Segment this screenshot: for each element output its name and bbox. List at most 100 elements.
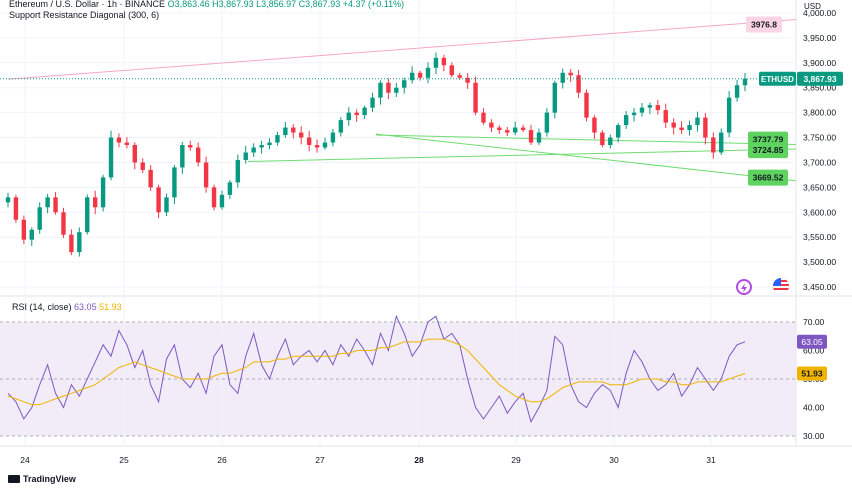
candle-body [647, 105, 653, 108]
lightning-glyph [741, 283, 747, 293]
candle-body [37, 207, 42, 230]
candle-body [726, 97, 732, 133]
candle-body [584, 92, 589, 118]
candle-body [639, 107, 645, 113]
rsi-tick-label: 40.00 [803, 403, 825, 413]
candle-body [576, 75, 581, 93]
price-tick-label: 3,800.00 [803, 108, 836, 118]
rsi-value: 63.05 [74, 302, 97, 312]
candle-body [409, 72, 415, 81]
candle-body [734, 85, 740, 98]
time-tick-label: 29 [511, 455, 521, 465]
candle-body [243, 152, 248, 160]
support-value-label-1: 3724.85 [753, 145, 784, 155]
candle-body [53, 197, 58, 213]
candle-body [481, 112, 486, 123]
candle-body [77, 232, 82, 253]
support-line-3 [375, 134, 797, 146]
resistance-value-label-bg [746, 16, 782, 33]
flag-icon[interactable] [773, 278, 789, 294]
support-resistance-lines [7, 18, 797, 182]
candle-body [505, 130, 510, 133]
indicator-label[interactable]: Support Resistance Diagonal (300, 6) [9, 10, 160, 20]
candle-body [623, 115, 629, 126]
candle-body [473, 82, 478, 113]
candle-body [235, 159, 241, 183]
candle-body [69, 234, 74, 253]
price-tick-label: 3,850.00 [803, 83, 836, 93]
support-value-label-3: 3669.52 [753, 173, 784, 183]
candle-body [711, 137, 716, 153]
symbol-title[interactable]: Ethereum / U.S. Dollar · 1h · BINANCE [9, 0, 166, 9]
tradingview-icon [8, 475, 20, 483]
candle-body [108, 137, 114, 178]
time-tick-label: 31 [706, 455, 716, 465]
candle-body [180, 145, 185, 168]
candle-body [330, 132, 336, 143]
candle-body [568, 72, 573, 76]
rsi-ma-value-tag-bg [797, 366, 827, 381]
rsi-header[interactable]: RSI (14, close) 63.05 51.93 [12, 302, 122, 312]
candle-body [45, 197, 50, 208]
candle-body [544, 112, 550, 133]
candle-body [227, 182, 233, 195]
candle-body [275, 135, 280, 143]
rsi-ma-value: 51.93 [99, 302, 122, 312]
rsi-label[interactable]: RSI (14, close) [12, 302, 72, 312]
brand-logo[interactable]: TradingView [8, 474, 76, 484]
candle-body [251, 147, 256, 153]
price-tick-label: 3,550.00 [803, 232, 836, 242]
price-tick-label: 3,950.00 [803, 33, 836, 43]
candle-body [13, 197, 19, 220]
indicator-header[interactable]: Support Resistance Diagonal (300, 6) [9, 10, 159, 20]
candle-body [671, 122, 676, 128]
time-axis[interactable]: 24 25 26 27 28 29 30 31 [20, 455, 716, 465]
chart-header: Ethereum / U.S. Dollar · 1h · BINANCE O3… [9, 0, 404, 9]
time-tick-label: 26 [217, 455, 227, 465]
support-line-2 [247, 148, 797, 162]
price-axis[interactable]: 4,000.00 3,950.00 3,900.00 3,850.00 3,800.00… [803, 8, 836, 292]
candle-body [560, 72, 565, 83]
support-value-label-2: 3737.79 [753, 135, 784, 145]
time-tick-label: 30 [609, 455, 619, 465]
candle-body [465, 77, 470, 83]
lightning-icon[interactable] [736, 279, 752, 295]
candle-body [663, 110, 668, 123]
candle-body [394, 87, 399, 93]
candles [0, 52, 796, 257]
rsi-grid [0, 321, 796, 437]
candle-body [203, 162, 209, 188]
time-tick-label: 28 [414, 455, 424, 465]
candle-body [172, 167, 177, 198]
candle-body [188, 145, 193, 148]
candle-body [489, 122, 494, 128]
candle-body [655, 105, 661, 111]
candle-body [378, 82, 383, 98]
candle-body [742, 78, 748, 86]
candle-body [116, 137, 122, 143]
candle-body [386, 82, 391, 93]
candle-body [219, 194, 225, 208]
candle-body [449, 65, 454, 76]
candle-body [457, 75, 462, 78]
rsi-ma-line [7, 338, 746, 406]
candle-body [417, 72, 423, 78]
price-tick-label: 4,000.00 [803, 8, 836, 18]
candle-body [362, 107, 367, 116]
ohlc-values: O3,863.46 H3,867.93 L3,856.97 C3,867.93 … [167, 0, 405, 9]
candle-body [592, 117, 597, 133]
candle-body [679, 127, 684, 131]
price-tick-label: 3,450.00 [803, 282, 836, 292]
candle-body [267, 142, 272, 146]
candle-body [441, 57, 447, 66]
resistance-line [7, 18, 797, 80]
time-tick-label: 27 [315, 455, 325, 465]
rsi-value-tag-bg [797, 334, 827, 349]
candle-body [433, 57, 439, 68]
brand-name: TradingView [23, 474, 76, 484]
price-tick-label: 3,750.00 [803, 133, 836, 143]
support-value-label-3-bg [748, 169, 788, 186]
candle-body [536, 132, 542, 143]
rsi-ma-value-tag: 51.93 [801, 368, 823, 378]
